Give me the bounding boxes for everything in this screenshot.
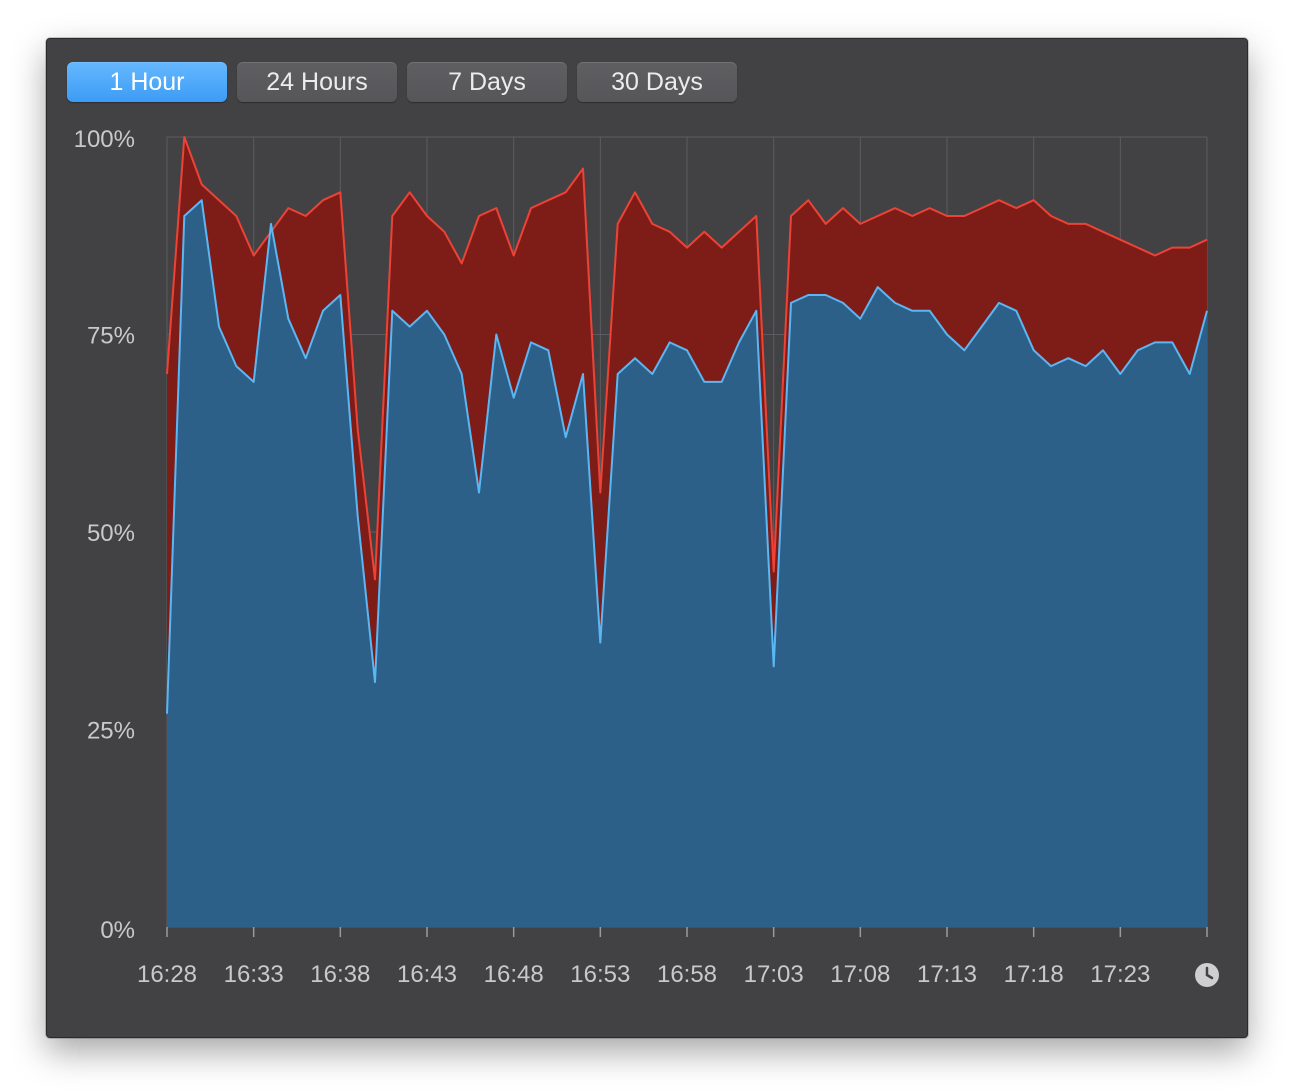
- x-tick-label: 17:23: [1090, 961, 1150, 988]
- red-area-series: [167, 137, 1207, 714]
- x-tick-label: 17:03: [744, 961, 804, 988]
- y-tick-label: 0%: [100, 917, 135, 944]
- clock-icon[interactable]: [1194, 962, 1220, 988]
- chart-areas: [166, 136, 1208, 927]
- x-tick-label: 16:48: [484, 961, 544, 988]
- y-tick-label: 100%: [74, 126, 135, 153]
- x-tick-label: 17:13: [917, 961, 977, 988]
- y-axis: 0% 25% 50% 75% 100%: [74, 126, 135, 944]
- y-tick-label: 75%: [87, 323, 135, 350]
- y-tick-label: 50%: [87, 520, 135, 547]
- x-tick-label: 17:18: [1004, 961, 1064, 988]
- x-tick-label: 16:38: [310, 961, 370, 988]
- x-tick-label: 16:53: [570, 961, 630, 988]
- usage-chart: 0% 25% 50% 75% 100% 16:28 16:33 16:38 16:43 16:4…: [74, 126, 1208, 988]
- x-tick-label: 16:58: [657, 961, 717, 988]
- tab-1-hour[interactable]: 1 Hour: [67, 62, 227, 102]
- red-line-series: [166, 136, 1208, 581]
- x-tick-label: 16:43: [397, 961, 457, 988]
- x-axis: 16:28 16:33 16:38 16:43 16:48 16:53 16:58 17:03…: [137, 927, 1208, 988]
- y-tick-label: 25%: [87, 718, 135, 745]
- blue-line-series: [166, 199, 1208, 714]
- history-window: 1 Hour 24 Hours 7 Days 30 Days 0% 25% 50% 7…: [46, 38, 1248, 1038]
- x-tick-label: 16:33: [224, 961, 284, 988]
- tab-30-days[interactable]: 30 Days: [577, 62, 737, 102]
- tab-7-days[interactable]: 7 Days: [407, 62, 567, 102]
- tab-24-hours[interactable]: 24 Hours: [237, 62, 397, 102]
- x-tick-label: 17:08: [830, 961, 890, 988]
- x-tick-label: 16:28: [137, 961, 197, 988]
- blue-area-series: [167, 200, 1207, 927]
